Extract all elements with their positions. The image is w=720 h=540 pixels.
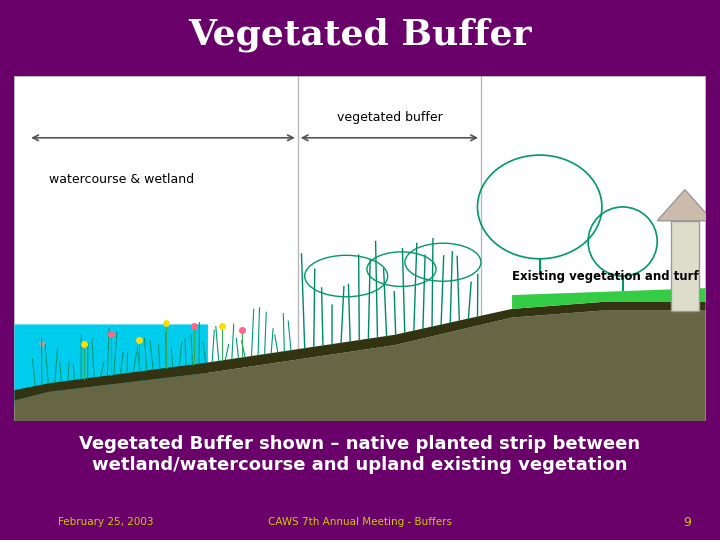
Text: Existing vegetation and turf: Existing vegetation and turf bbox=[512, 269, 699, 282]
Text: CAWS 7th Annual Meeting - Buffers: CAWS 7th Annual Meeting - Buffers bbox=[268, 517, 452, 527]
Text: Vegetated Buffer: Vegetated Buffer bbox=[188, 18, 532, 52]
Polygon shape bbox=[657, 190, 713, 221]
Polygon shape bbox=[14, 310, 706, 421]
Text: 9: 9 bbox=[683, 516, 691, 529]
Text: vegetated buffer: vegetated buffer bbox=[336, 111, 442, 124]
Polygon shape bbox=[14, 325, 208, 407]
Polygon shape bbox=[512, 288, 706, 309]
Text: Vegetated Buffer shown – native planted strip between
wetland/watercourse and up: Vegetated Buffer shown – native planted … bbox=[79, 435, 641, 474]
Polygon shape bbox=[14, 302, 706, 401]
Text: February 25, 2003: February 25, 2003 bbox=[58, 517, 153, 527]
Text: watercourse & wetland: watercourse & wetland bbox=[49, 173, 194, 186]
Polygon shape bbox=[671, 221, 698, 310]
